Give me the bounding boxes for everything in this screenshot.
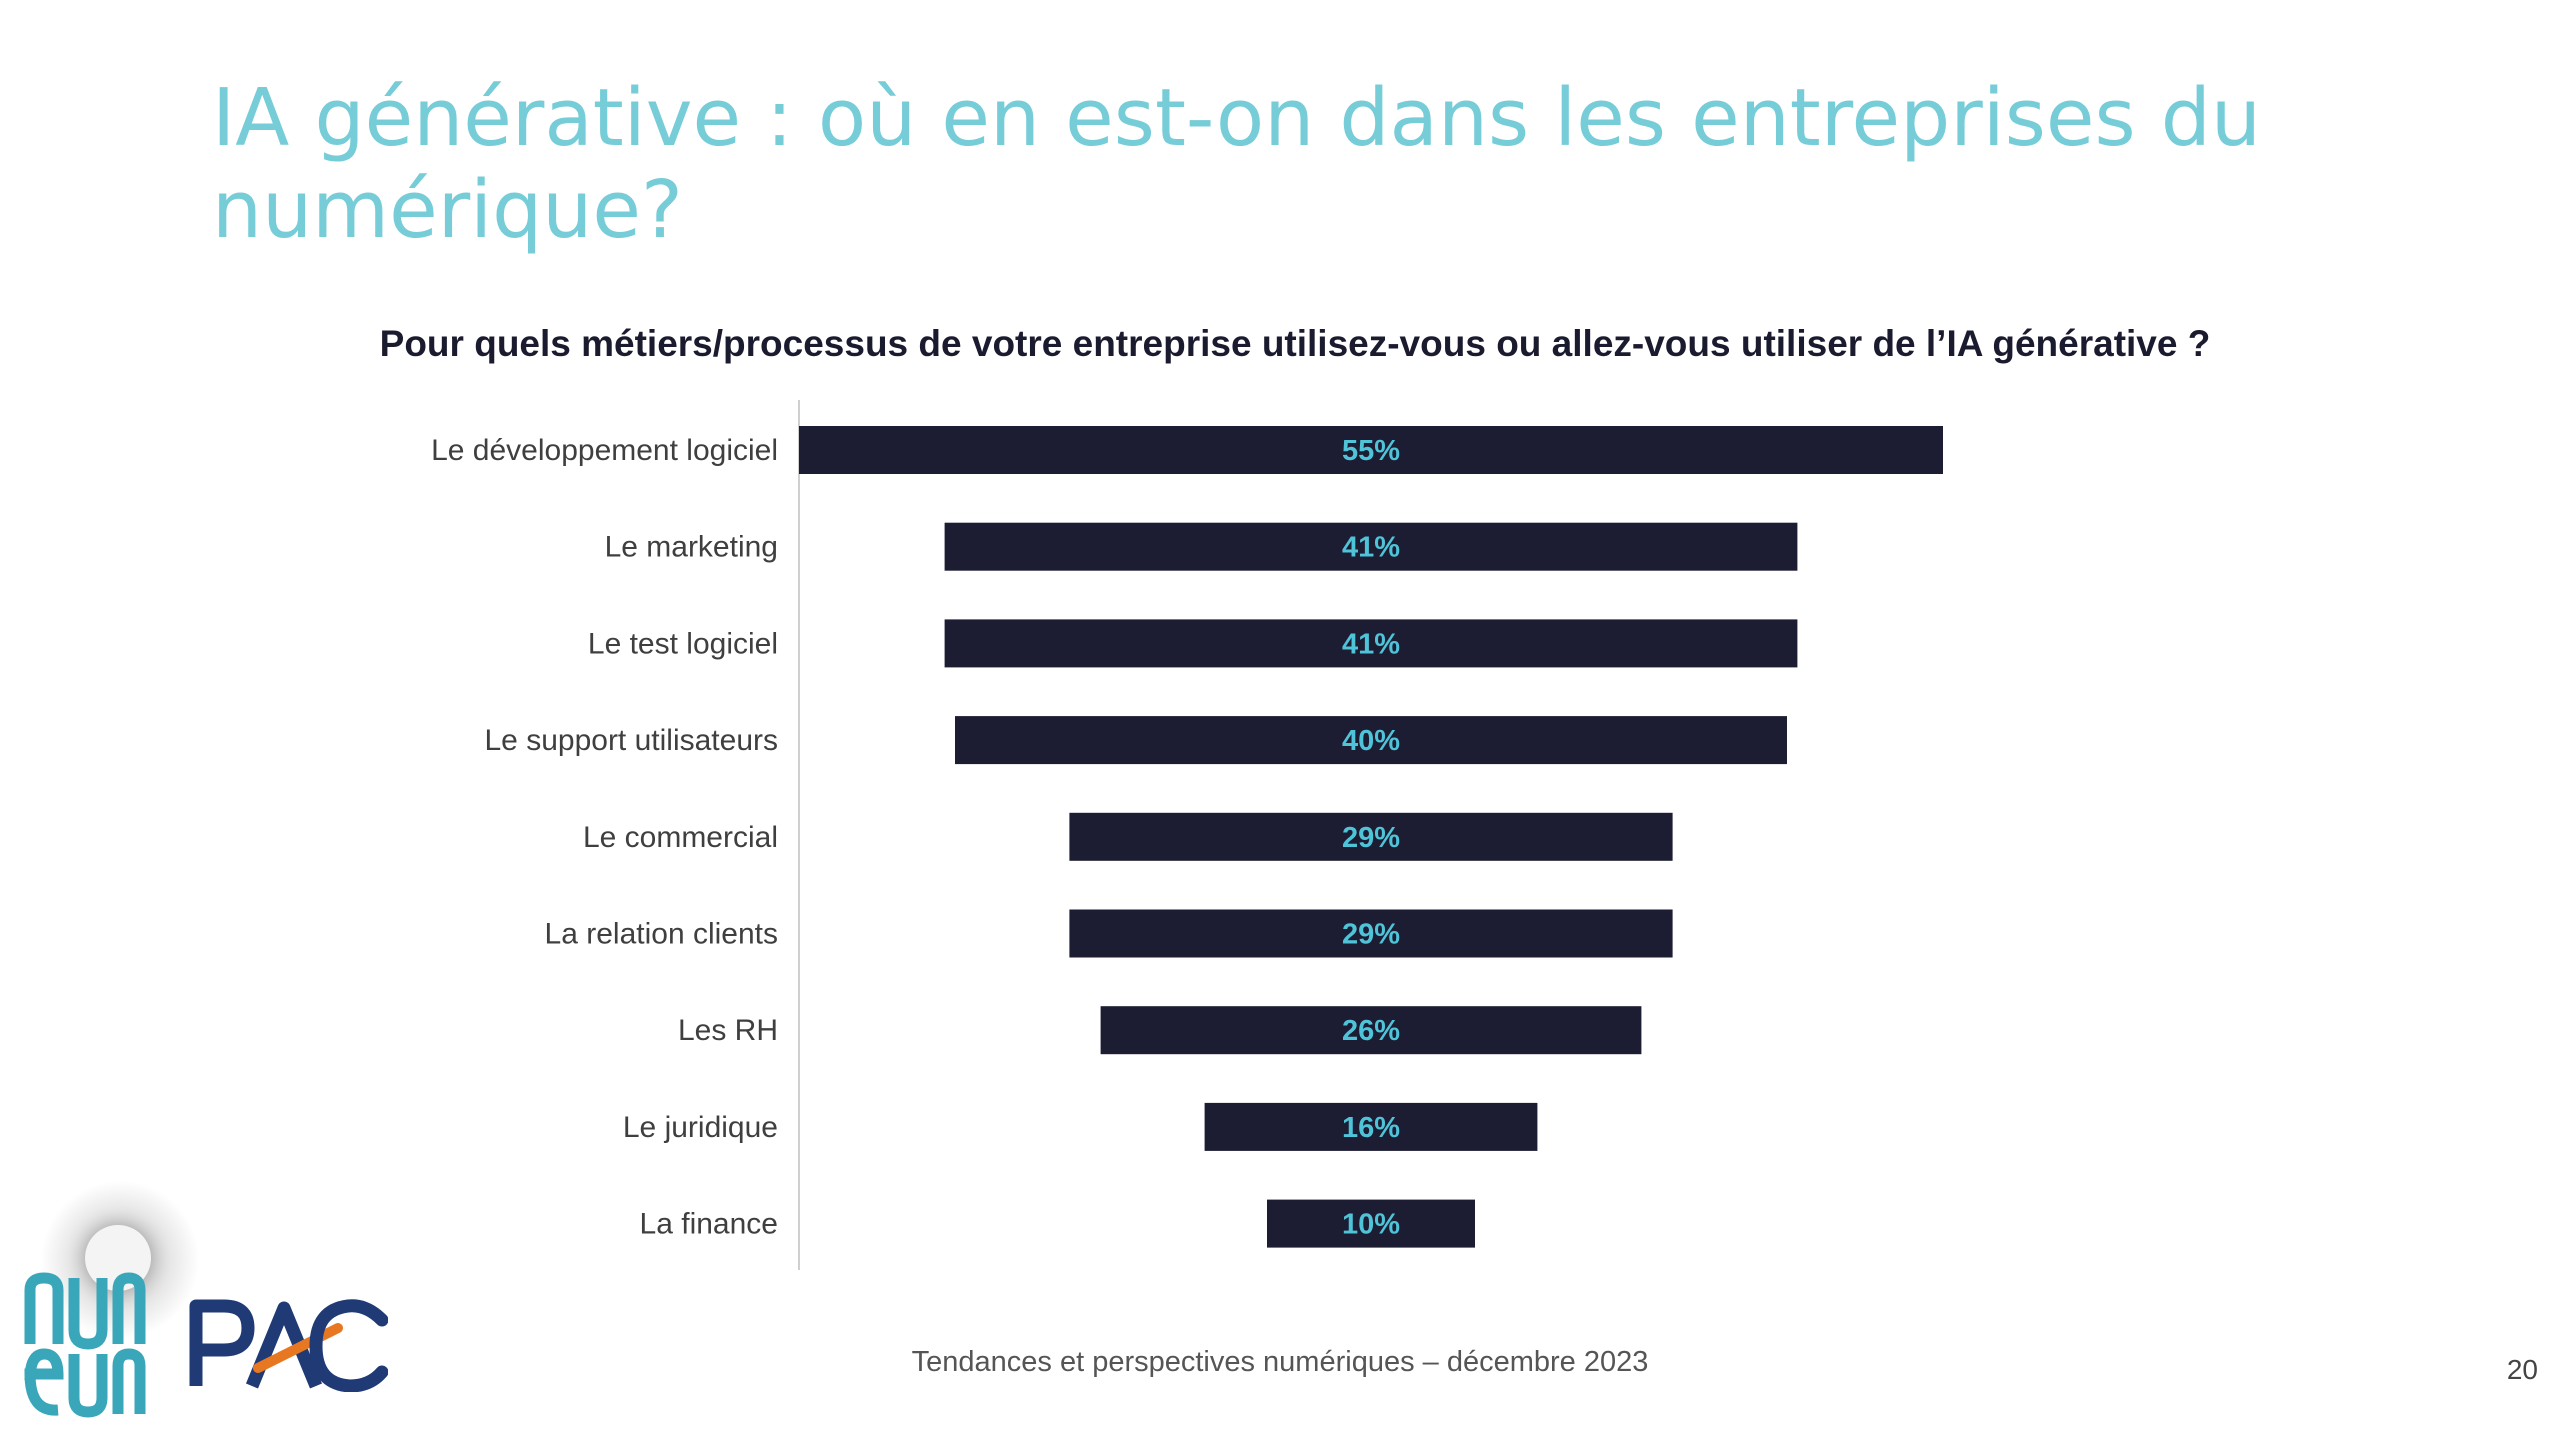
- pac-logo: [189, 1299, 388, 1392]
- bar: [1204, 1102, 1538, 1151]
- page-number: 20: [2506, 1354, 2538, 1385]
- bar: [1069, 909, 1673, 958]
- bar-value-label: 10%: [1342, 1209, 1400, 1241]
- category-label: Le test logiciel: [588, 627, 778, 660]
- chart-bars-group: Le développement logiciel 55% Le marketing…: [431, 426, 1943, 1248]
- category-label: Le juridique: [623, 1111, 778, 1144]
- bar: [799, 426, 1943, 474]
- bar-value-label: 40%: [1342, 725, 1400, 757]
- bar: [944, 619, 1798, 668]
- bar: [1100, 1006, 1642, 1055]
- chart-question: Pour quels métiers/processus de votre en…: [379, 323, 2211, 364]
- bar-value-label: 29%: [1342, 822, 1400, 854]
- bar: [955, 716, 1787, 765]
- bar-value-label: 41%: [1342, 628, 1400, 660]
- bar-value-label: 41%: [1342, 532, 1400, 564]
- bar: [944, 522, 1798, 571]
- bar: [1069, 812, 1673, 861]
- numeum-logo: [24, 1272, 146, 1418]
- bar: [1267, 1199, 1475, 1248]
- category-label: Le support utilisateurs: [485, 724, 779, 757]
- category-label: La relation clients: [545, 918, 778, 951]
- category-label: Le développement logiciel: [431, 434, 778, 467]
- bar-value-label: 16%: [1342, 1112, 1400, 1144]
- funnel-bar-chart: Le développement logiciel 55% Le marketing…: [431, 400, 1943, 1270]
- category-label: Le commercial: [583, 821, 778, 854]
- slide-footer: Tendances et perspectives numériques – d…: [911, 1346, 1649, 1378]
- category-label: Le marketing: [605, 531, 778, 564]
- slide-title: IA générative : où en est-on dans les en…: [212, 72, 2261, 256]
- bar-value-label: 26%: [1342, 1015, 1400, 1047]
- bar-value-label: 55%: [1342, 435, 1400, 467]
- category-label: La finance: [640, 1208, 778, 1241]
- category-label: Les RH: [678, 1014, 778, 1047]
- bar-value-label: 29%: [1342, 919, 1400, 951]
